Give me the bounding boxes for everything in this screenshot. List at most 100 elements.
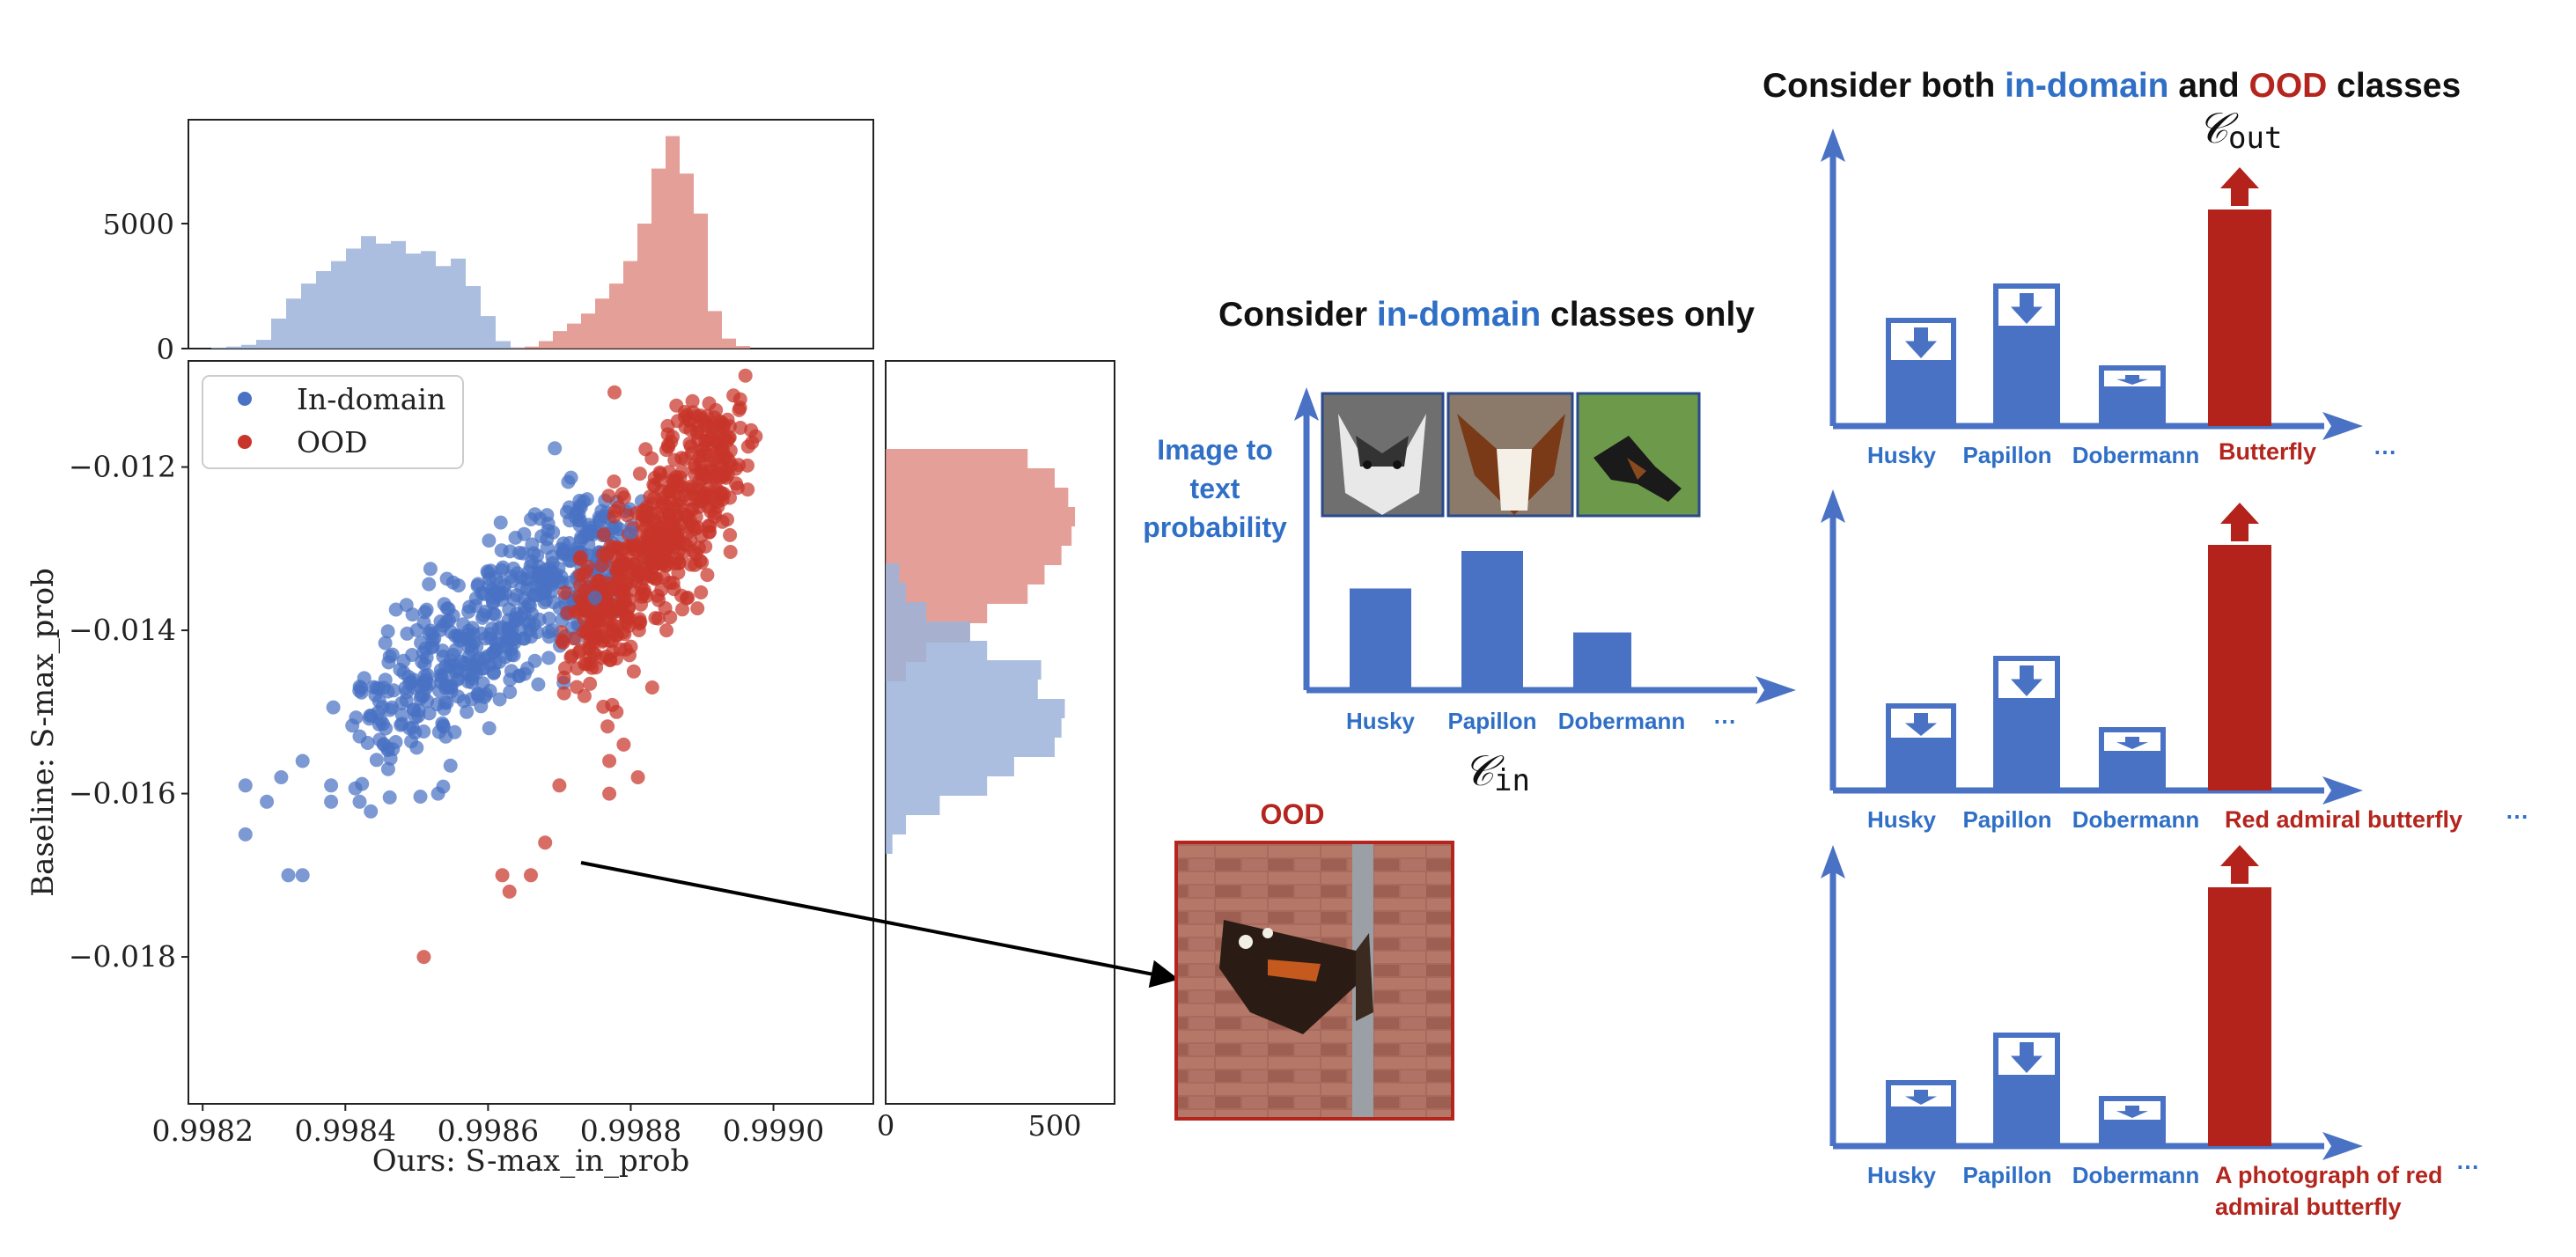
in-domain-hist-bar — [286, 298, 301, 349]
in-domain-hist-bar — [406, 254, 421, 349]
in-domain-hist-bar — [886, 699, 1065, 718]
in-domain-point — [458, 664, 473, 679]
ood-point — [715, 415, 729, 430]
y-axis-label: Baseline: S-max_prob — [26, 568, 61, 897]
in-domain-point — [386, 742, 401, 757]
ood-point — [700, 568, 715, 583]
ood-point — [663, 610, 678, 625]
ood-point — [626, 664, 641, 679]
in-domain-point — [548, 441, 563, 456]
ood-point — [690, 601, 705, 616]
ood-point — [608, 597, 623, 612]
ood-point — [643, 489, 658, 504]
in-domain-point — [496, 560, 511, 575]
in-domain-point — [413, 790, 428, 804]
ood-hist-bar — [609, 283, 623, 349]
legend: In-domain OOD — [202, 375, 464, 469]
ood-point — [675, 602, 689, 617]
ood-point — [695, 467, 710, 482]
in-domain-point — [587, 591, 602, 605]
ood-point — [659, 623, 673, 638]
husky-thumbnail — [1321, 392, 1445, 518]
ood-hist-bar — [708, 311, 722, 349]
mid-bar — [1461, 551, 1523, 687]
ood-hist-bar — [581, 313, 595, 349]
in-domain-point — [477, 586, 492, 601]
in-domain-point — [394, 695, 409, 710]
class-label: Papillon — [1962, 1162, 2051, 1188]
right-marginal-histogram: 0 500 — [877, 360, 1115, 1143]
ood-point — [702, 525, 717, 540]
in-domain-point — [517, 605, 532, 620]
ood-hist-bar — [886, 488, 1069, 507]
in-domain-hist-bar — [886, 583, 907, 602]
ood-hist-bar — [539, 341, 553, 349]
in-domain-point — [419, 602, 434, 617]
ood-point — [577, 688, 592, 703]
in-domain-hist-bar — [226, 346, 241, 349]
in-domain-and-ood-panel: Consider both in-domain and OOD classes … — [1763, 67, 2528, 1220]
in-domain-point — [372, 732, 387, 747]
in-domain-point — [451, 578, 466, 593]
ood-point — [573, 549, 588, 564]
ood-point — [683, 502, 698, 517]
ood-point — [585, 660, 600, 675]
in-domain-point — [416, 724, 431, 739]
in-domain-point — [436, 719, 451, 734]
ood-point — [689, 408, 704, 423]
ood-point — [740, 458, 754, 473]
ood-point — [583, 676, 598, 691]
c-in-symbol: 𝒞in — [1463, 746, 1530, 798]
in-domain-point — [411, 709, 426, 724]
ood-class-bar — [2208, 545, 2271, 790]
ood-point — [649, 506, 664, 521]
in-domain-hist-bar — [886, 660, 1041, 680]
in-domain-point — [482, 721, 497, 736]
in-domain-point — [434, 670, 449, 685]
ood-point — [685, 446, 699, 461]
ood-point — [645, 555, 660, 570]
ood-point — [607, 385, 622, 400]
in-domain-point — [379, 721, 394, 736]
scatter-points — [238, 368, 763, 965]
mid-category-label: Husky — [1346, 708, 1416, 734]
papillon-thumbnail — [1446, 392, 1574, 518]
ood-point — [592, 613, 607, 628]
in-domain-point — [573, 513, 587, 528]
ood-point — [552, 778, 567, 793]
in-domain-point — [509, 588, 524, 603]
top-hist-tick-label: 0 — [157, 333, 174, 366]
right-hist-tick-label: 500 — [1027, 1109, 1081, 1143]
in-domain-point — [382, 649, 397, 664]
down-arrow-icon — [2011, 665, 2042, 696]
ood-hist-bar — [886, 468, 1055, 488]
ood-hist-bar — [680, 173, 694, 349]
class-label: Husky — [1867, 442, 1937, 468]
class-bar-fill — [1888, 1106, 1954, 1146]
in-domain-point — [545, 549, 560, 564]
ood-point — [745, 435, 760, 450]
mid-ellipsis: ⋯ — [1713, 708, 1736, 734]
class-label: Dobermann — [2072, 806, 2199, 833]
in-domain-point — [238, 778, 253, 793]
class-bar-fill — [1996, 326, 2057, 426]
class-bar-fill — [1996, 1075, 2057, 1146]
in-domain-point — [506, 561, 521, 576]
ood-point — [578, 624, 593, 639]
in-domain-point — [345, 718, 360, 733]
in-domain-point — [461, 604, 476, 619]
in-domain-point — [460, 704, 475, 719]
in-domain-hist-bar — [886, 641, 988, 660]
legend-label-in-domain: In-domain — [297, 382, 445, 416]
in-domain-hist-bar — [331, 261, 346, 349]
ood-point — [596, 527, 611, 541]
in-domain-point — [354, 680, 369, 695]
in-domain-hist-bar — [886, 738, 1055, 757]
in-domain-point — [516, 631, 531, 646]
mid-ylabel-line: Image to — [1157, 434, 1273, 466]
ood-point — [666, 523, 681, 538]
in-domain-point — [416, 645, 431, 660]
ood-point — [583, 649, 598, 664]
in-domain-point — [492, 692, 507, 707]
in-domain-point — [478, 631, 493, 646]
